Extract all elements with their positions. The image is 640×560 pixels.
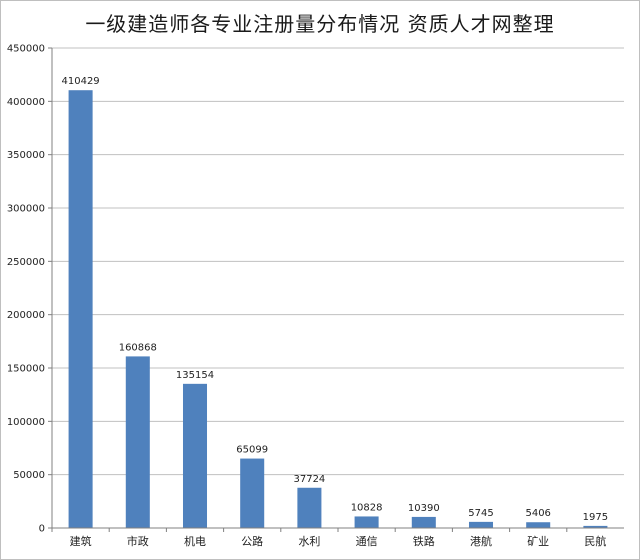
bar [411,516,436,528]
bar [297,487,322,528]
x-category-label: 公路 [241,535,263,548]
x-category-label: 机电 [184,534,206,548]
y-tick-label: 300000 [7,204,45,215]
bar [526,522,551,528]
x-category-label: 建筑 [70,534,92,548]
data-label: 5745 [468,508,493,519]
x-axis-categories: 建筑 市政 机电 公路 水利 通信 铁路 港航 矿业 民航 [51,528,606,548]
y-tick-label: 200000 [7,310,45,321]
data-label: 5406 [525,508,550,519]
x-category-label: 市政 [127,534,149,548]
bar [468,521,494,528]
y-tick-label: 150000 [7,364,45,375]
data-labels: 410429 160868 135154 65099 37724 10828 10390 57… [62,76,609,523]
bar [68,90,93,528]
x-category-label: 港航 [470,534,492,548]
x-category-label: 铁路 [413,535,435,548]
y-tick-label: 400000 [7,97,45,108]
data-label: 1975 [583,512,608,523]
data-label: 37724 [293,474,325,485]
x-category-label: 民航 [584,534,606,548]
data-label: 160868 [119,342,157,353]
bar [240,458,265,528]
y-tick-label: 100000 [7,417,45,428]
y-axis-ticks: 0 50000 100000 150000 200000 250000 300000 3500… [7,44,52,535]
x-category-label: 通信 [356,535,378,548]
data-label: 410429 [62,76,100,87]
data-label: 65099 [236,445,268,456]
bar [583,525,608,528]
bars [68,90,608,528]
chart-title: 一级建造师各专业注册量分布情况 资质人才网整理 [85,12,555,36]
y-tick-label: 0 [39,524,45,535]
bar [182,383,208,528]
x-category-label: 矿业 [527,535,549,548]
data-label: 10828 [351,502,383,513]
data-label: 10390 [408,503,440,514]
bar [125,356,150,528]
y-tick-label: 50000 [13,470,45,481]
x-category-label: 水利 [298,535,320,548]
y-tick-label: 450000 [7,44,45,55]
y-tick-label: 250000 [7,257,45,268]
data-label: 135154 [176,370,214,381]
bar [354,516,379,528]
y-tick-label: 350000 [7,150,45,161]
